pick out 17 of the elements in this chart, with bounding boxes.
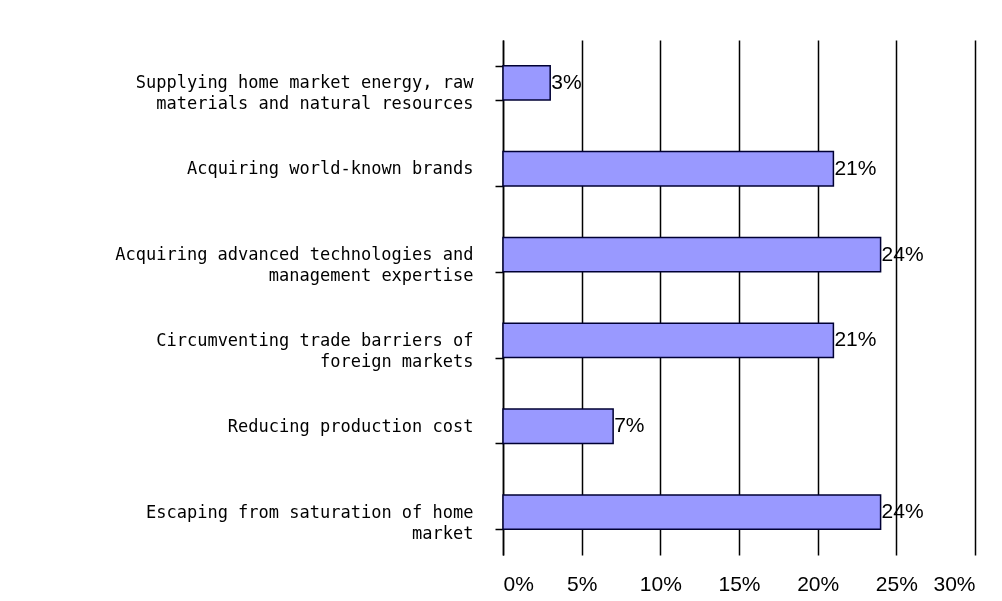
x-tick-label: 15% xyxy=(718,571,761,595)
data-label: 21% xyxy=(834,327,877,351)
y-tick-label: Reducing production cost xyxy=(227,415,474,436)
x-tick-label: 25% xyxy=(875,571,918,595)
y-tick-label: Circumventing trade barriers of foreign markets xyxy=(156,329,474,371)
y-tick-label: Supplying home market energy, raw materials and natural resources xyxy=(135,72,475,114)
x-tick-label: 30% xyxy=(933,571,976,595)
data-label: 3% xyxy=(551,69,582,93)
y-tick-label: Acquiring advanced technologies and management expertise xyxy=(115,244,474,286)
y-tick-label: Acquiring world-known brands xyxy=(186,158,474,179)
x-tick-label: 20% xyxy=(797,571,840,595)
x-tick-label: 10% xyxy=(639,571,682,595)
y-tick-label: Escaping from saturation of home market xyxy=(145,501,474,543)
x-tick-label: 0% xyxy=(503,571,534,595)
x-tick-label: 5% xyxy=(566,571,598,595)
data-label: 7% xyxy=(614,413,645,437)
data-label: 21% xyxy=(834,155,877,179)
